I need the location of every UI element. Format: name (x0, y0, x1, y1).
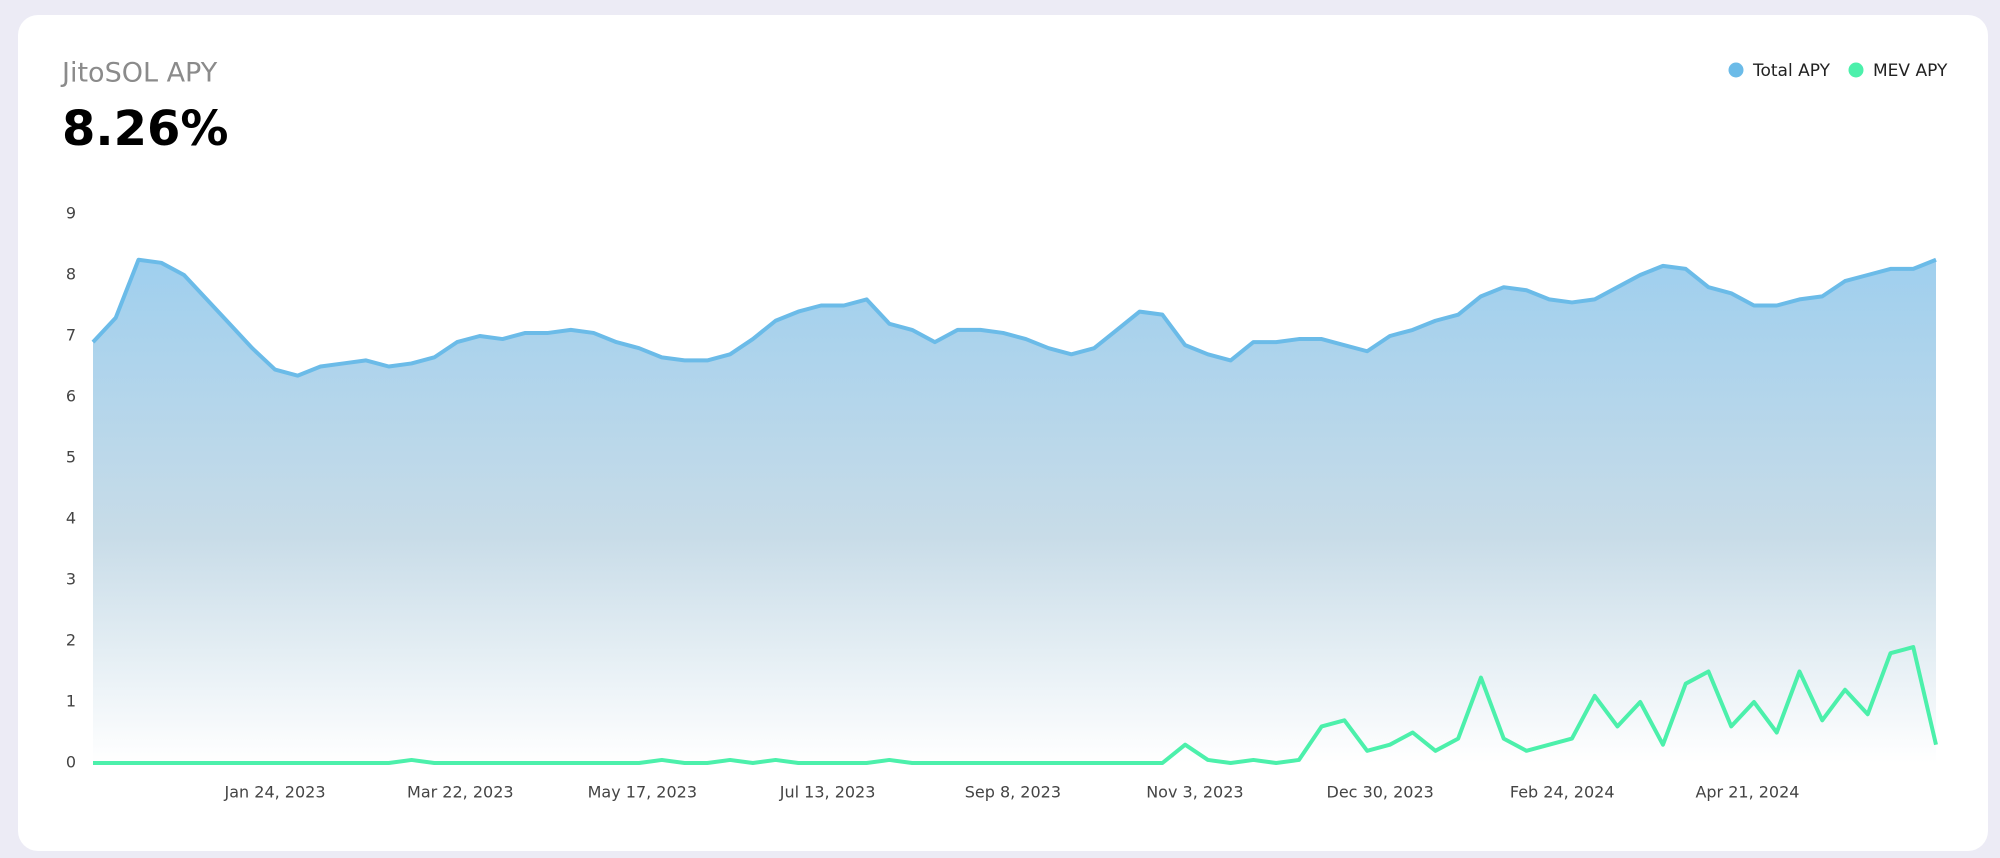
x-tick-label: Dec 30, 2023 (1327, 783, 1434, 802)
headline-value: 8.26% (62, 101, 229, 157)
y-tick-label: 7 (66, 326, 76, 345)
legend-label: Total APY (1752, 61, 1831, 81)
y-tick-label: 9 (66, 204, 76, 223)
y-tick-label: 3 (66, 570, 76, 589)
x-tick-label: Mar 22, 2023 (407, 783, 514, 802)
x-tick-label: Feb 24, 2024 (1510, 783, 1615, 802)
y-tick-label: 5 (66, 448, 76, 467)
y-tick-label: 2 (66, 631, 76, 650)
series-line (91, 257, 1937, 378)
y-tick-label: 6 (66, 387, 76, 406)
y-tick-label: 0 (66, 753, 76, 772)
x-tick-label: Nov 3, 2023 (1146, 783, 1243, 802)
x-tick-label: Apr 21, 2024 (1695, 783, 1799, 802)
x-tick-label: Sep 8, 2023 (965, 783, 1061, 802)
chart-title: JitoSOL APY (60, 58, 218, 89)
area-fill (93, 259, 1936, 763)
y-tick-label: 1 (66, 692, 76, 711)
x-tick-label: May 17, 2023 (588, 783, 697, 802)
legend-marker (1848, 62, 1864, 78)
y-tick-label: 4 (66, 509, 76, 528)
x-tick-label: Jan 24, 2023 (224, 783, 326, 802)
legend-marker (1728, 62, 1744, 78)
series-line (93, 645, 1938, 765)
legend-label: MEV APY (1873, 61, 1948, 81)
y-tick-label: 8 (66, 265, 76, 284)
x-tick-label: Jul 13, 2023 (779, 783, 876, 802)
